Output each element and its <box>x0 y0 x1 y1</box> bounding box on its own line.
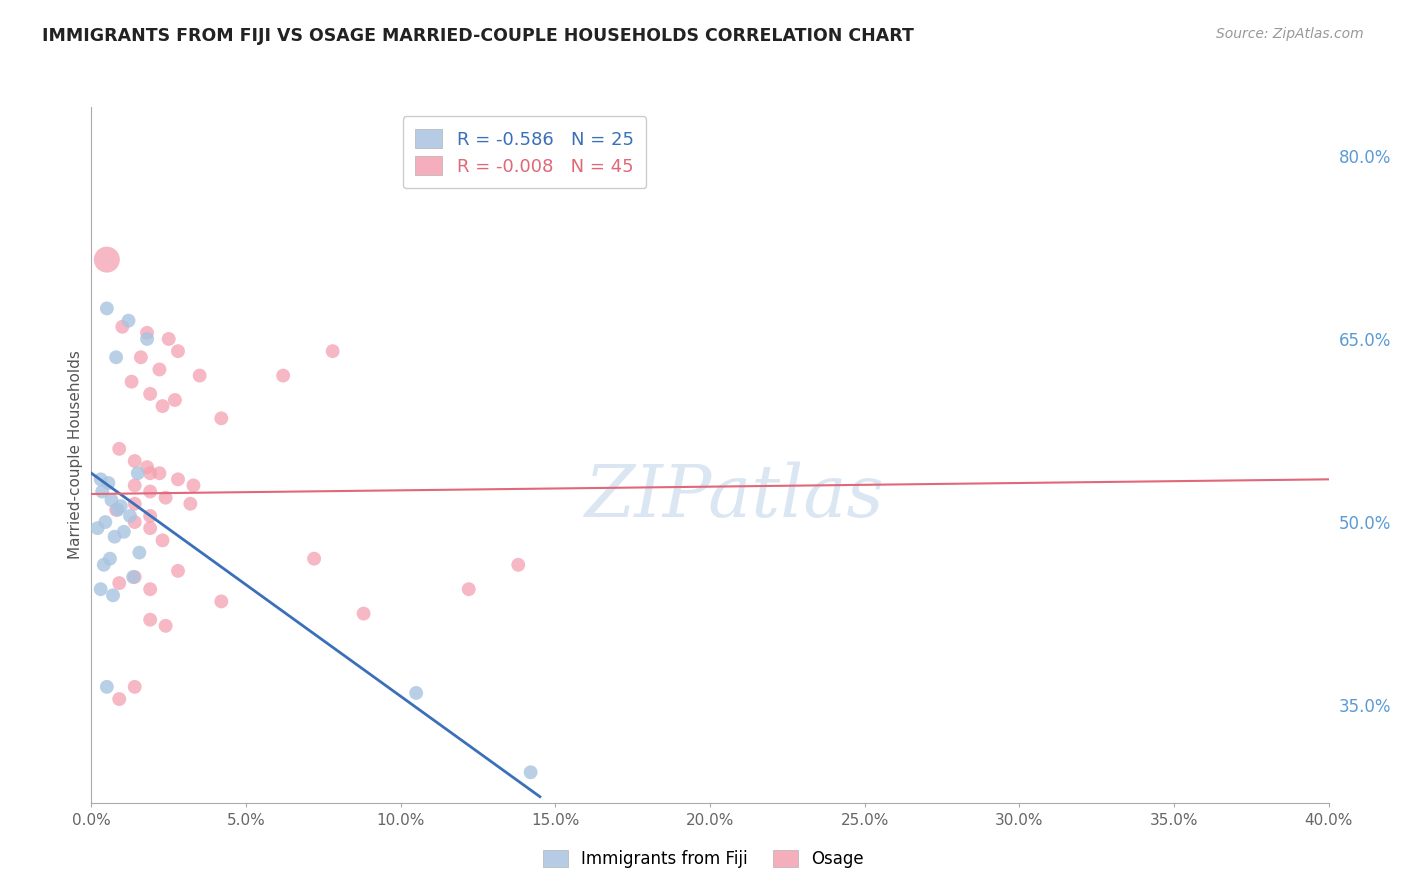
Point <box>105 503 128 517</box>
Point <box>124 454 146 468</box>
Point <box>139 582 162 597</box>
Text: IMMIGRANTS FROM FIJI VS OSAGE MARRIED-COUPLE HOUSEHOLDS CORRELATION CHART: IMMIGRANTS FROM FIJI VS OSAGE MARRIED-CO… <box>42 27 914 45</box>
Point <box>157 332 180 346</box>
Point <box>167 564 190 578</box>
Point <box>152 533 174 548</box>
Point <box>96 680 118 694</box>
Point <box>121 375 143 389</box>
Point <box>353 607 375 621</box>
Point <box>124 497 146 511</box>
Point <box>322 344 344 359</box>
Point <box>302 551 325 566</box>
Point <box>127 467 149 481</box>
Point <box>124 570 146 584</box>
Point <box>100 493 122 508</box>
Point <box>136 332 159 346</box>
Point <box>124 478 146 492</box>
Point <box>148 362 170 376</box>
Point <box>188 368 211 383</box>
Point <box>155 491 177 505</box>
Point <box>155 619 177 633</box>
Point <box>136 326 159 340</box>
Text: Source: ZipAtlas.com: Source: ZipAtlas.com <box>1216 27 1364 41</box>
Point <box>405 686 427 700</box>
Point <box>104 530 127 544</box>
Point <box>96 252 118 267</box>
Point <box>457 582 479 597</box>
Point <box>122 570 145 584</box>
Point <box>139 508 162 523</box>
Point <box>139 467 162 481</box>
Legend: R = -0.586   N = 25, R = -0.008   N = 45: R = -0.586 N = 25, R = -0.008 N = 45 <box>402 116 647 188</box>
Point <box>120 508 141 523</box>
Point <box>96 301 118 316</box>
Point <box>209 411 232 425</box>
Point <box>90 472 112 486</box>
Point <box>108 576 131 591</box>
Point <box>105 351 128 365</box>
Point <box>519 765 541 780</box>
Point <box>98 551 121 566</box>
Point <box>97 475 120 490</box>
Point <box>139 387 162 401</box>
Point <box>111 319 134 334</box>
Point <box>148 467 170 481</box>
Point <box>271 368 294 383</box>
Point <box>91 484 114 499</box>
Point <box>183 478 205 492</box>
Point <box>108 692 131 706</box>
Point <box>101 588 124 602</box>
Point <box>167 472 190 486</box>
Point <box>93 558 115 572</box>
Y-axis label: Married-couple Households: Married-couple Households <box>67 351 83 559</box>
Point <box>117 313 139 327</box>
Point <box>86 521 108 535</box>
Point <box>163 392 186 407</box>
Point <box>110 499 132 513</box>
Point <box>124 680 146 694</box>
Point <box>167 344 190 359</box>
Point <box>129 351 152 365</box>
Point <box>90 582 112 597</box>
Point <box>136 460 159 475</box>
Point <box>124 515 146 529</box>
Point <box>152 399 174 413</box>
Point <box>139 613 162 627</box>
Point <box>179 497 201 511</box>
Point <box>209 594 232 608</box>
Legend: Immigrants from Fiji, Osage: Immigrants from Fiji, Osage <box>536 843 870 875</box>
Point <box>508 558 530 572</box>
Text: ZIPatlas: ZIPatlas <box>585 461 884 532</box>
Point <box>128 545 150 559</box>
Point <box>139 521 162 535</box>
Point <box>108 442 131 456</box>
Point <box>112 524 135 539</box>
Point <box>94 515 117 529</box>
Point <box>107 503 129 517</box>
Point <box>139 484 162 499</box>
